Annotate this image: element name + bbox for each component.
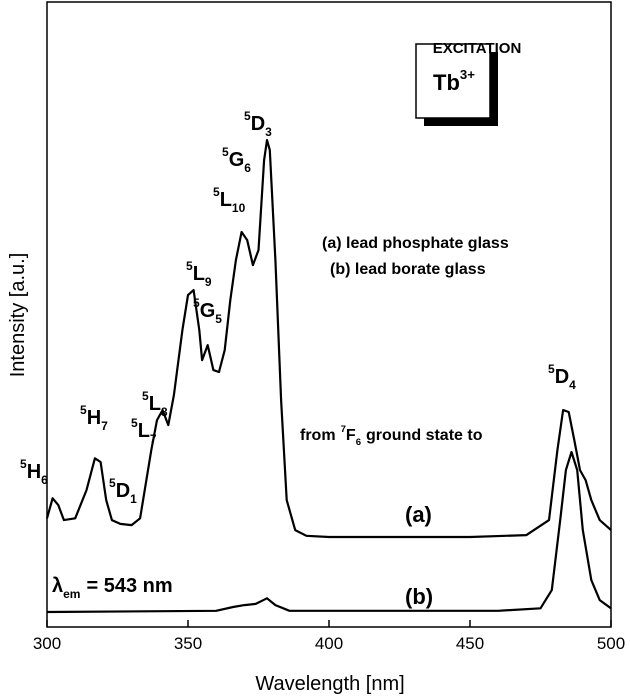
term-label-sub: 4 bbox=[569, 378, 576, 392]
term-label-base: L bbox=[193, 263, 205, 285]
spectrum-line bbox=[45, 139, 612, 539]
term-label: 5D1 bbox=[109, 476, 137, 506]
term-label-sup: 5 bbox=[186, 259, 193, 273]
emission-label-base: λ bbox=[52, 575, 63, 597]
term-label: 5H6 bbox=[20, 457, 48, 487]
series-label: (a) bbox=[405, 502, 432, 527]
transition-label-sub: 6 bbox=[356, 437, 361, 448]
legend-text: (a) lead phosphate glass bbox=[322, 235, 509, 252]
term-label-sup: 5 bbox=[80, 403, 87, 417]
x-tick-label: 450 bbox=[456, 634, 484, 653]
ion-label: Tb3+ bbox=[433, 67, 475, 95]
emission-label: λem = 543 nm bbox=[52, 575, 173, 601]
series-label: (b) bbox=[405, 584, 433, 609]
term-label-sub: 3 bbox=[265, 125, 272, 139]
term-label-sup: 5 bbox=[109, 476, 116, 490]
term-label-sub: 5 bbox=[215, 312, 222, 326]
term-label-sup: 5 bbox=[548, 362, 555, 376]
transition-label-base: ground state to bbox=[366, 427, 483, 444]
emission-label-base: = 543 nm bbox=[86, 575, 172, 597]
term-label-base: D bbox=[116, 480, 130, 502]
term-label-sub: 7 bbox=[101, 419, 108, 433]
term-label-sub: 10 bbox=[232, 201, 246, 215]
term-label-base: H bbox=[87, 407, 101, 429]
transition-label-base: F bbox=[346, 427, 356, 444]
chart-title: EXCITATION bbox=[433, 40, 522, 57]
x-tick-label: 500 bbox=[597, 634, 625, 653]
x-axis-label: Wavelength [nm] bbox=[255, 673, 404, 695]
term-label-sub: 8 bbox=[161, 405, 168, 419]
term-label-base: D bbox=[251, 113, 265, 135]
term-label-sup: 5 bbox=[131, 416, 138, 430]
term-label-sup: 5 bbox=[20, 457, 27, 471]
transition-label-sup: 7 bbox=[341, 424, 346, 435]
term-label-base: G bbox=[200, 300, 216, 322]
term-label: 5L9 bbox=[186, 259, 212, 289]
term-label: 5L7 bbox=[131, 416, 157, 446]
term-label-sup: 5 bbox=[213, 185, 220, 199]
term-label-sub: 1 bbox=[130, 492, 137, 506]
term-label-base: L bbox=[138, 420, 150, 442]
term-label: 5L8 bbox=[142, 389, 168, 419]
term-label: 5L10 bbox=[213, 185, 246, 215]
term-label-sup: 5 bbox=[244, 109, 251, 123]
plot-frame bbox=[46, 1, 612, 628]
legend-text: (b) lead borate glass bbox=[330, 261, 486, 278]
term-label-sup: 5 bbox=[222, 145, 229, 159]
x-tick-label: 400 bbox=[315, 634, 343, 653]
term-label-base: D bbox=[555, 366, 569, 388]
term-label: 5G6 bbox=[222, 145, 251, 175]
term-label-sub: 6 bbox=[244, 161, 251, 175]
term-label-base: H bbox=[27, 461, 41, 483]
term-label: 5D3 bbox=[244, 109, 272, 139]
term-label: 5H7 bbox=[80, 403, 108, 433]
term-label-base: L bbox=[149, 393, 161, 415]
ion-box bbox=[415, 43, 491, 119]
x-tick-label: 350 bbox=[174, 634, 202, 653]
transition-label: from 7F6 ground state to bbox=[300, 424, 483, 448]
term-label-sup: 5 bbox=[193, 296, 200, 310]
term-label: 5G5 bbox=[193, 296, 222, 326]
ion-label-sup: 3+ bbox=[460, 67, 475, 82]
emission-label-sub: em bbox=[63, 587, 80, 601]
term-label-sub: 6 bbox=[41, 473, 48, 487]
x-tick-label: 300 bbox=[33, 634, 61, 653]
y-axis-label: Intensity [a.u.] bbox=[7, 253, 29, 378]
term-label-sup: 5 bbox=[142, 389, 149, 403]
term-label-base: G bbox=[229, 149, 245, 171]
term-label-base: L bbox=[220, 189, 232, 211]
transition-label-base: from bbox=[300, 427, 336, 444]
ion-label-base: Tb bbox=[433, 70, 460, 95]
spectrum-line bbox=[46, 450, 612, 614]
term-label-sub: 9 bbox=[205, 275, 212, 289]
term-label: 5D4 bbox=[548, 362, 576, 392]
term-label-sub: 7 bbox=[150, 432, 157, 446]
